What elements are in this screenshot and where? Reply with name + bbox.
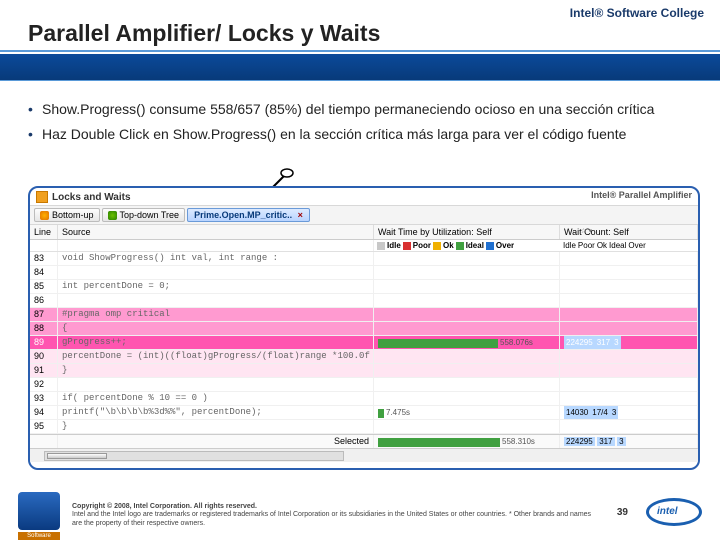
source-rows: 83void ShowProgress() int val, int range… [30, 252, 698, 434]
source-row[interactable]: 94 printf("\b\b\b\b%3d%%", percentDone);… [30, 406, 698, 420]
source-row[interactable]: 95} [30, 420, 698, 434]
slide-footer: Software Copyright © 2008, Intel Corpora… [0, 484, 720, 540]
column-picker-icon[interactable]: ☆ ▾ [580, 227, 592, 235]
intel-logo: intel [646, 498, 702, 532]
bullet-list: Show.Progress() consume 558/657 (85%) de… [28, 100, 700, 150]
page-number: 39 [617, 507, 628, 518]
horizontal-scrollbar[interactable] [30, 448, 698, 462]
source-row[interactable]: 92 [30, 378, 698, 392]
scrollbar-thumb[interactable] [47, 453, 107, 459]
divider-top [0, 50, 720, 52]
source-row[interactable]: 90 percentDone = (int)((float)gProgress/… [30, 350, 698, 364]
bullet-item: Show.Progress() consume 558/657 (85%) de… [28, 100, 700, 119]
selected-wait-bar [378, 438, 500, 447]
bottom-up-icon [40, 211, 49, 220]
footer-copyright: Copyright © 2008, Intel Corporation. All… [72, 503, 600, 528]
legend-wait: Idle Poor Ok Ideal Over [374, 240, 560, 251]
bullet-item: Haz Double Click en Show.Progress() en l… [28, 125, 700, 144]
source-row[interactable]: 89 gProgress++;558.076s2242953173 [30, 336, 698, 350]
locks-waits-icon [36, 191, 48, 203]
legend-count: Idle Poor Ok Ideal Over [560, 240, 698, 251]
panel-toolbar: Bottom-up Top-down Tree Prime.Open.MP_cr… [30, 206, 698, 225]
divider-bottom [0, 80, 720, 81]
title-band [0, 54, 720, 80]
selected-wait-value: 558.310s [502, 437, 535, 446]
bottom-up-button[interactable]: Bottom-up [34, 208, 100, 222]
top-down-label: Top-down Tree [120, 210, 180, 220]
source-row[interactable]: 84 [30, 266, 698, 280]
source-row[interactable]: 93 if( percentDone % 10 == 0 ) [30, 392, 698, 406]
header-brand: Intel® Software College [570, 6, 704, 20]
source-row[interactable]: 87#pragma omp critical [30, 308, 698, 322]
source-row[interactable]: 83void ShowProgress() int val, int range… [30, 252, 698, 266]
source-row[interactable]: 86 [30, 294, 698, 308]
col-wait-time[interactable]: Wait Time by Utilization: Self [374, 225, 560, 239]
source-row[interactable]: 91 } [30, 364, 698, 378]
selected-count-a: 224295 [564, 437, 595, 446]
selected-count-b: 317 [597, 437, 614, 446]
intel-software-logo [18, 492, 60, 530]
selected-label: Selected [58, 435, 374, 448]
selected-count-c: 3 [617, 437, 625, 446]
col-line[interactable]: Line [30, 225, 58, 239]
active-tab-label: Prime.Open.MP_critic.. [194, 210, 292, 220]
active-tab[interactable]: Prime.Open.MP_critic.. × [187, 208, 310, 222]
software-label: Software [18, 532, 60, 540]
amplifier-panel: Locks and Waits Intel® Parallel Amplifie… [28, 186, 700, 470]
selected-summary-row: Selected 558.310s 224295 317 3 [30, 434, 698, 448]
close-tab-icon[interactable]: × [298, 210, 303, 220]
column-headers: Line Source Wait Time by Utilization: Se… [30, 225, 698, 240]
col-source[interactable]: Source [58, 225, 374, 239]
page-title: Parallel Amplifier/ Locks y Waits [28, 20, 380, 47]
bottom-up-label: Bottom-up [52, 210, 94, 220]
source-row[interactable]: 88 { [30, 322, 698, 336]
panel-brand: Intel® Parallel Amplifier [591, 190, 692, 200]
source-row[interactable]: 85 int percentDone = 0; [30, 280, 698, 294]
top-down-button[interactable]: Top-down Tree [102, 208, 186, 222]
panel-title: Locks and Waits [52, 192, 131, 203]
top-down-icon [108, 211, 117, 220]
